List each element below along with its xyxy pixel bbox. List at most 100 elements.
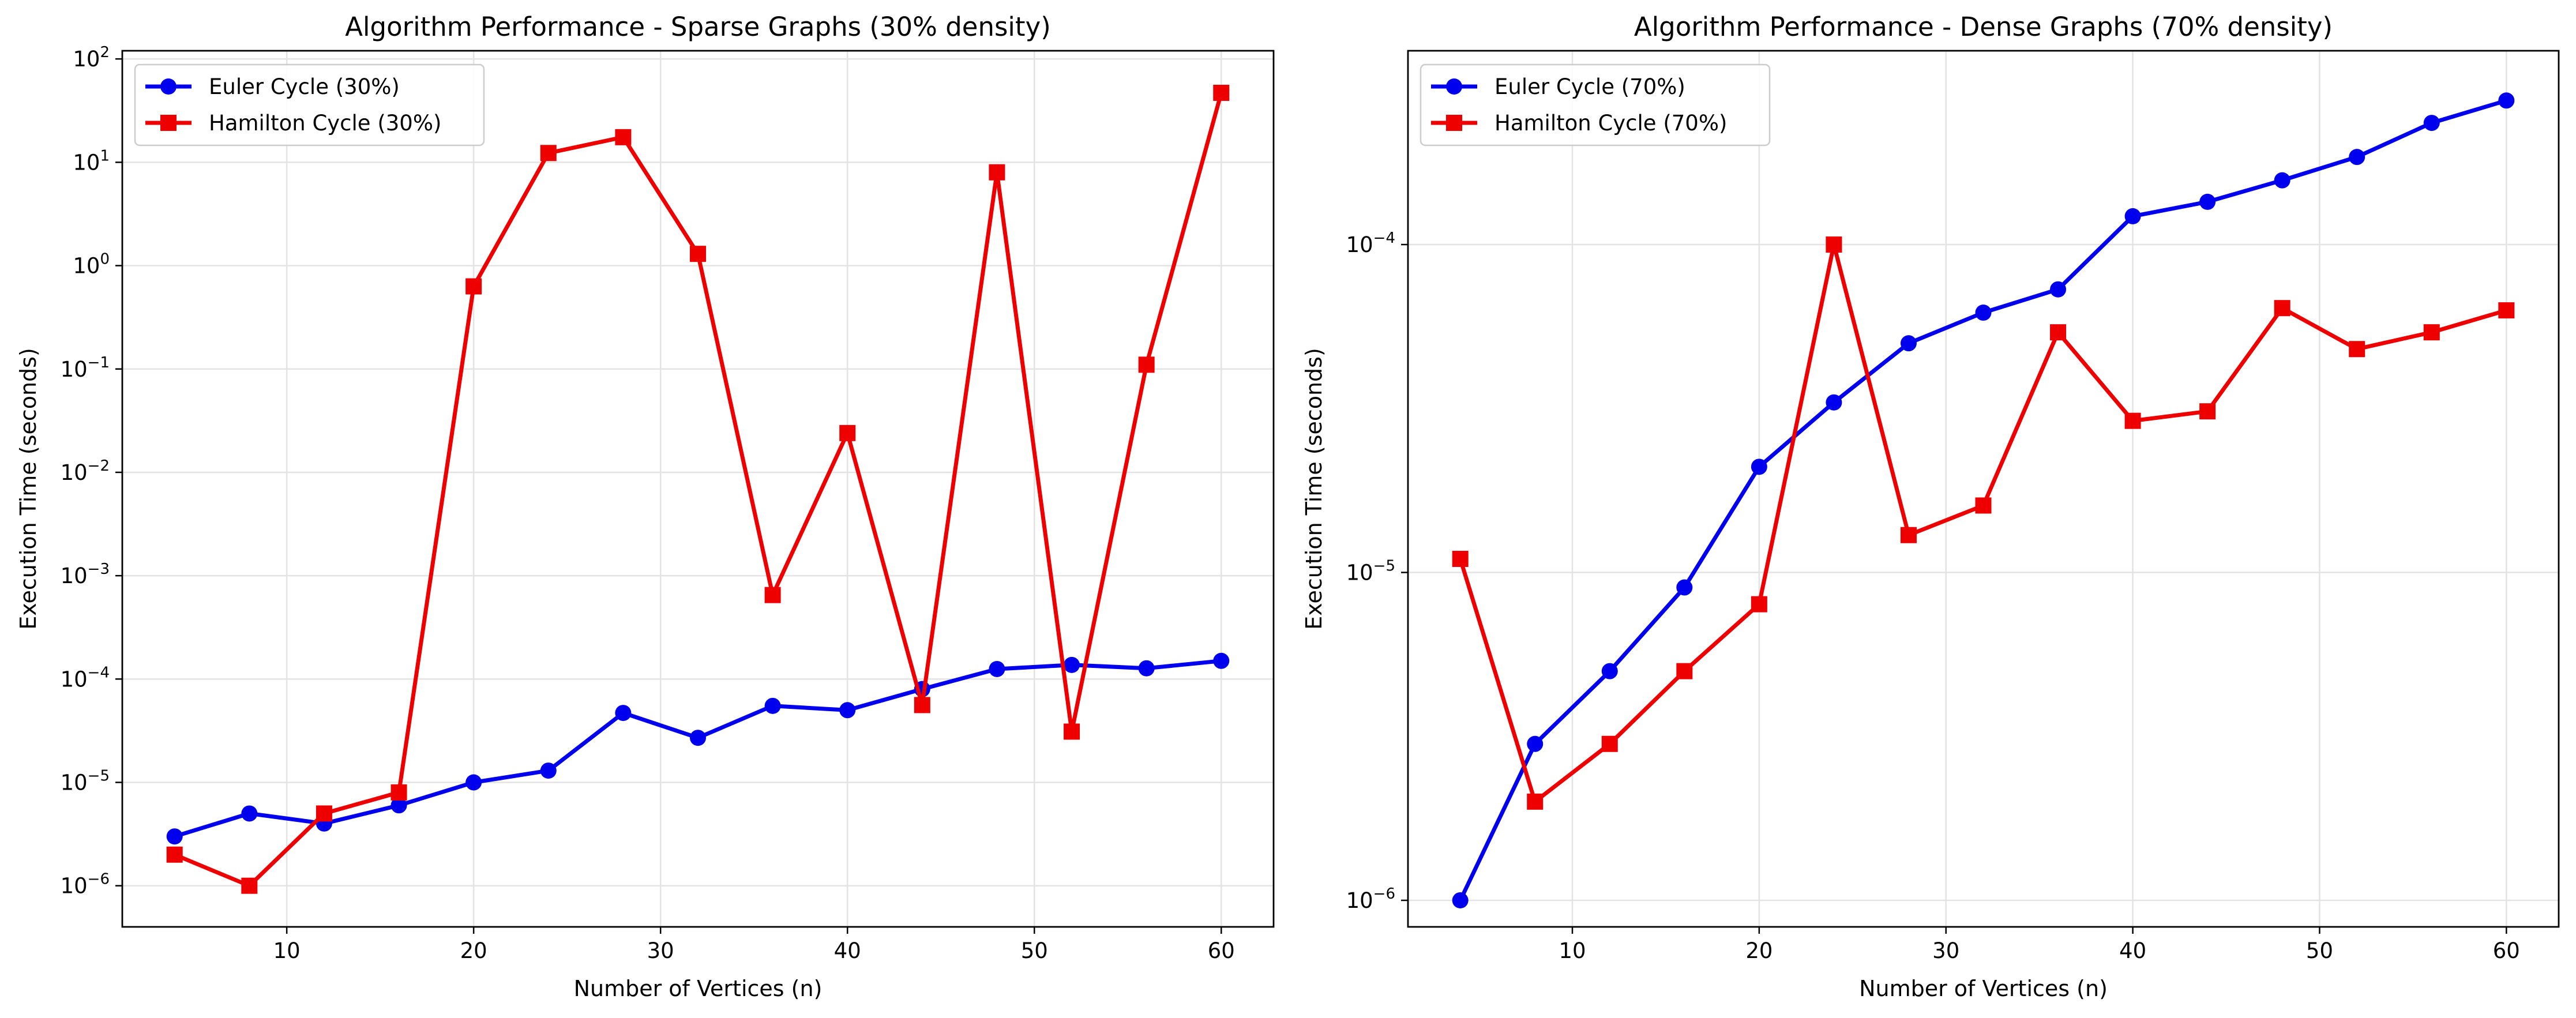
data-point <box>166 828 183 845</box>
data-point <box>989 164 1005 181</box>
legend-marker <box>1446 115 1462 131</box>
legend: Euler Cycle (30%) Hamilton Cycle (30%) <box>134 63 485 146</box>
data-point <box>839 702 856 719</box>
y-tick-label: 10−6 <box>1346 885 1395 913</box>
y-axis-label: Execution Time (seconds) <box>1301 348 1327 630</box>
x-tick-label: 40 <box>834 938 861 963</box>
y-tick-label: 10−4 <box>61 664 110 692</box>
data-point <box>839 425 856 441</box>
legend-box <box>134 63 485 146</box>
y-tick-label: 10−3 <box>61 561 110 588</box>
data-point <box>241 877 258 894</box>
series-line-2 <box>1458 242 2507 804</box>
x-tick-label: 30 <box>647 938 674 963</box>
data-point <box>1826 394 1842 411</box>
data-point <box>1975 305 1992 321</box>
data-point <box>2423 115 2440 132</box>
data-point <box>2349 341 2365 358</box>
data-point <box>2423 324 2440 341</box>
y-tick-label: 10−4 <box>1346 230 1395 257</box>
y-tick-label: 10−6 <box>61 871 110 899</box>
data-point <box>2124 208 2141 224</box>
data-point <box>1138 356 1155 373</box>
data-point <box>2274 300 2290 317</box>
x-tick-label: 10 <box>273 938 301 963</box>
data-point <box>1676 579 1693 596</box>
data-point <box>1751 459 1767 475</box>
data-point <box>989 660 1005 677</box>
y-tick-label: 101 <box>73 147 110 175</box>
x-tick-label: 60 <box>1208 938 1235 963</box>
legend-label: Hamilton Cycle (70%) <box>1494 111 1727 136</box>
data-point <box>1213 652 1230 669</box>
legend-marker <box>160 115 177 131</box>
legend-label: Hamilton Cycle (30%) <box>209 111 441 136</box>
data-point <box>1452 550 1469 567</box>
x-tick-label: 20 <box>460 938 487 963</box>
data-point <box>1138 660 1155 677</box>
data-point <box>465 774 482 791</box>
data-point <box>615 705 632 722</box>
x-tick-label: 60 <box>2493 938 2520 963</box>
data-point <box>1064 723 1080 740</box>
chart-title: Algorithm Performance - Dense Graphs (70… <box>1634 12 2333 42</box>
data-point <box>241 805 258 822</box>
data-point <box>540 762 557 779</box>
data-point <box>2199 193 2216 210</box>
data-point <box>390 797 407 814</box>
data-point <box>540 145 557 161</box>
y-tick-label: 102 <box>73 44 110 72</box>
y-axis-label: Execution Time (seconds) <box>16 348 41 630</box>
data-point <box>1213 84 1230 101</box>
data-point <box>1676 663 1693 679</box>
x-tick-label: 20 <box>1745 938 1773 963</box>
y-tick-label: 10−5 <box>61 768 110 795</box>
x-tick-label: 40 <box>2119 938 2146 963</box>
data-point <box>1601 663 1618 679</box>
legend-label: Euler Cycle (70%) <box>1494 74 1685 99</box>
data-point <box>1064 656 1080 673</box>
data-point <box>2498 92 2515 109</box>
data-point <box>316 805 332 822</box>
x-axis-label: Number of Vertices (n) <box>574 976 823 1001</box>
legend-label: Euler Cycle (30%) <box>209 74 400 99</box>
x-tick-label: 50 <box>1021 938 1048 963</box>
chart-title: Algorithm Performance - Sparse Graphs (3… <box>345 12 1051 42</box>
plot-frame <box>1407 50 2560 928</box>
data-point <box>2050 324 2067 341</box>
data-point <box>1826 236 1842 253</box>
x-axis-label: Number of Vertices (n) <box>1859 976 2108 1001</box>
data-point <box>615 129 632 145</box>
data-point <box>1975 497 1992 514</box>
data-point <box>1527 735 1544 752</box>
data-point <box>1751 596 1767 613</box>
legend-marker <box>160 78 177 95</box>
data-point <box>1900 527 1917 543</box>
plot-frame <box>121 50 1275 928</box>
data-point <box>166 846 183 863</box>
x-tick-label: 30 <box>1932 938 1959 963</box>
chart-2: 10 20 30 40 50 60 10−6 10−5 10−4 Algorithm Perfor… <box>1301 12 2560 1001</box>
data-point <box>1527 793 1544 810</box>
y-tick-label: 10−1 <box>61 354 110 382</box>
data-point <box>465 278 482 295</box>
x-tick-label: 50 <box>2306 938 2333 963</box>
data-point <box>690 246 706 262</box>
y-tick-label: 10−5 <box>1346 558 1395 585</box>
series-line-2 <box>174 92 1223 888</box>
y-tick-label: 10−2 <box>61 457 110 485</box>
data-point <box>2050 281 2067 298</box>
data-point <box>1452 892 1469 908</box>
data-point <box>2274 172 2290 189</box>
chart-1: 10 20 30 40 50 60 10−6 10−5 10−4 10−3 10−2 10−1 100 1… <box>16 12 1275 1001</box>
data-point <box>2349 149 2365 166</box>
data-point <box>764 697 781 714</box>
data-point <box>690 730 706 746</box>
data-point <box>2124 412 2141 429</box>
legend-box <box>1420 63 1771 146</box>
y-tick-label: 100 <box>73 251 110 279</box>
x-tick-label: 10 <box>1559 938 1586 963</box>
data-point <box>2498 302 2515 319</box>
data-point <box>1900 335 1917 352</box>
